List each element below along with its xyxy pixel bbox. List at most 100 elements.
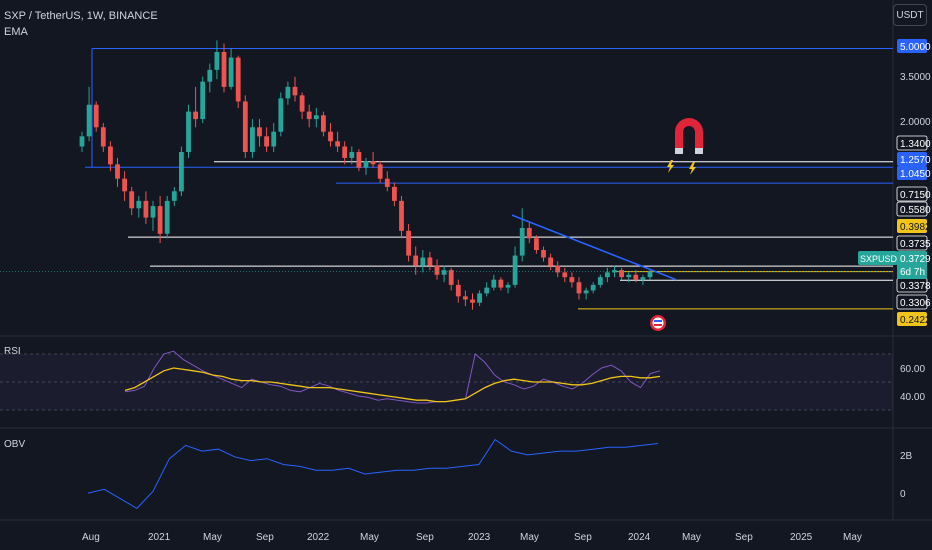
candle-body bbox=[129, 191, 135, 209]
candle-body bbox=[505, 284, 511, 288]
ticker-tag bbox=[858, 251, 898, 265]
magnet-icon bbox=[695, 148, 703, 154]
price-tag-0-3982 bbox=[897, 219, 927, 233]
x-label-may: May bbox=[682, 532, 701, 543]
candle-body bbox=[235, 57, 241, 102]
candle-body bbox=[605, 272, 610, 278]
price-label-3-5000: 3.5000 bbox=[900, 72, 931, 83]
candle-body bbox=[143, 200, 149, 218]
price-tag-1-0450 bbox=[897, 166, 927, 180]
candle-body bbox=[136, 200, 142, 209]
candle-body bbox=[356, 152, 362, 168]
candle-body bbox=[541, 250, 546, 258]
candle-body bbox=[448, 270, 454, 285]
candle-body bbox=[171, 191, 177, 201]
candle-body bbox=[633, 274, 639, 280]
obv-pane-label[interactable]: OBV bbox=[4, 439, 26, 450]
candle-body bbox=[548, 257, 553, 266]
obv-series-line bbox=[87, 438, 659, 510]
price-label-2-0000: 2.0000 bbox=[900, 117, 931, 128]
indicator-label[interactable]: EMA bbox=[4, 26, 28, 38]
price-tag-0-3735 bbox=[896, 235, 928, 251]
x-label-aug: Aug bbox=[82, 532, 100, 543]
price-tag-0-5580 bbox=[896, 201, 928, 217]
price-tag-0-7150 bbox=[896, 186, 928, 202]
candle-body bbox=[250, 127, 255, 153]
candle-body bbox=[257, 127, 262, 137]
price-label-0-7150: 0.7150 bbox=[900, 190, 931, 201]
obv-tick-0: 0 bbox=[900, 489, 906, 500]
rsi-tick-40-00: 40.00 bbox=[900, 392, 925, 403]
current-price-tag bbox=[897, 251, 927, 279]
candle-body bbox=[555, 265, 561, 273]
candle-body bbox=[349, 152, 355, 158]
candle-body bbox=[214, 52, 220, 70]
candle-body bbox=[285, 86, 291, 99]
candle-body bbox=[569, 277, 575, 283]
candle-body bbox=[363, 161, 369, 168]
price-label-0-3735: 0.3735 bbox=[900, 239, 931, 250]
obv-tick-2b: 2B bbox=[900, 451, 913, 462]
price-tag-0-2422 bbox=[897, 312, 927, 326]
price-label-0-2422: 0.2422 bbox=[900, 315, 931, 326]
magnet-icon bbox=[675, 118, 703, 152]
price-label-5-0000: 5.0000 bbox=[900, 42, 931, 53]
ticker-label: SXPUSDT bbox=[860, 254, 903, 264]
candle-body bbox=[328, 131, 333, 142]
candle-body bbox=[108, 146, 113, 165]
candle-body bbox=[491, 279, 497, 288]
candle-body bbox=[221, 52, 227, 87]
candle-body bbox=[377, 164, 383, 179]
candle-body bbox=[455, 284, 461, 297]
price-label-1-0450: 1.0450 bbox=[900, 169, 931, 180]
candle-body bbox=[278, 98, 284, 132]
candle-body bbox=[186, 111, 191, 153]
candle-body bbox=[271, 131, 277, 147]
rsi-pane-label[interactable]: RSI bbox=[4, 346, 21, 357]
candle-body bbox=[612, 270, 617, 273]
price-label-0-3306: 0.3306 bbox=[900, 298, 931, 309]
x-label-2021: 2021 bbox=[148, 532, 171, 543]
candle-body bbox=[342, 146, 348, 158]
x-label-sep: Sep bbox=[416, 532, 434, 543]
x-label-sep: Sep bbox=[256, 532, 274, 543]
current-price-label: 0.3729 bbox=[900, 254, 931, 265]
candle-body bbox=[321, 115, 326, 132]
price-label-0-5580: 0.5580 bbox=[900, 205, 931, 216]
symbol-title: SXP / TetherUS, 1W, BINANCE bbox=[4, 10, 158, 22]
candle-body bbox=[228, 57, 234, 87]
candle-body bbox=[207, 69, 213, 82]
candle-body bbox=[100, 127, 106, 147]
candle-body bbox=[526, 228, 532, 239]
magnet-icon bbox=[675, 148, 683, 154]
candle-body bbox=[193, 111, 198, 120]
candle-body bbox=[164, 200, 170, 234]
candle-body bbox=[299, 95, 305, 112]
candle-body bbox=[583, 290, 589, 294]
candle-body bbox=[534, 238, 539, 251]
candle-body bbox=[179, 152, 184, 192]
candle-body bbox=[484, 287, 490, 294]
x-label-2024: 2024 bbox=[628, 532, 651, 543]
candle-body bbox=[463, 296, 468, 300]
currency-unit-button[interactable]: USDT bbox=[893, 4, 927, 26]
candle-body bbox=[115, 164, 120, 179]
price-tag-1-2570 bbox=[897, 152, 927, 166]
countdown-label: 6d 7h bbox=[900, 267, 925, 278]
candle-body bbox=[441, 270, 447, 275]
candle-body bbox=[264, 136, 269, 147]
x-label-sep: Sep bbox=[735, 532, 753, 543]
candle-body bbox=[434, 265, 440, 275]
candle-body bbox=[335, 141, 340, 147]
price-label-0-3982: 0.3982 bbox=[900, 222, 931, 233]
lightning-icon bbox=[667, 160, 674, 173]
price-tag-0-3306 bbox=[896, 294, 928, 310]
candle-body bbox=[313, 115, 319, 120]
candle-body bbox=[477, 293, 482, 303]
candle-body bbox=[122, 178, 127, 192]
candle-body bbox=[590, 284, 596, 291]
candle-body bbox=[157, 206, 163, 234]
x-label-may: May bbox=[360, 532, 379, 543]
candle-body bbox=[427, 257, 433, 266]
